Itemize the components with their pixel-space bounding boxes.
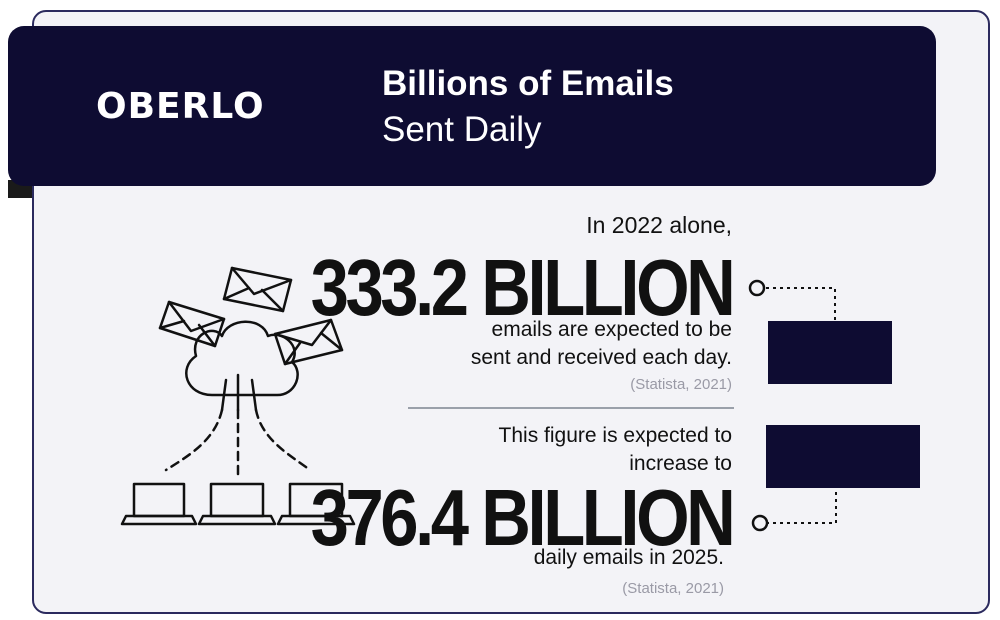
navy-block-bottom [766, 425, 920, 488]
connector-dot-1 [748, 279, 766, 297]
stat1-intro: In 2022 alone, [586, 212, 732, 238]
stat1-desc-line2: sent and received each day. [470, 346, 732, 369]
envelope-icon [158, 300, 226, 348]
laptop-icon [120, 482, 198, 526]
envelope-icon [222, 266, 293, 313]
laptop-icon [276, 482, 356, 526]
connector-line-1 [766, 287, 836, 321]
page-title: Billions of Emails [382, 64, 674, 103]
stat1-value: 333.2 BILLION [310, 243, 735, 332]
laptop-icon [197, 482, 277, 526]
stat2-intro: This figure is expected to increase to [499, 422, 732, 478]
stat2-description: daily emails in 2025. [533, 546, 724, 569]
cloud-icon [185, 320, 299, 397]
oberlo-logo: OBERLO [96, 86, 265, 127]
navy-block-top [768, 321, 892, 384]
page-subtitle: Sent Daily [382, 110, 542, 149]
envelope-icon [273, 318, 344, 366]
stat2-source: (Statista, 2021) [622, 580, 724, 597]
stat1-desc-line1: emails are expected to be [491, 318, 732, 341]
stat1-source: (Statista, 2021) [630, 376, 732, 393]
stat2-intro-line1: This figure is expected to [498, 424, 732, 447]
stat2-intro-line2: increase to [629, 452, 732, 475]
divider [408, 407, 734, 409]
header-banner [8, 26, 936, 186]
connector-line-2 [766, 488, 837, 524]
stat2-value: 376.4 BILLION [310, 473, 735, 562]
stat1-description: emails are expected to be sent and recei… [471, 316, 732, 372]
connector-dot-2 [751, 514, 769, 532]
